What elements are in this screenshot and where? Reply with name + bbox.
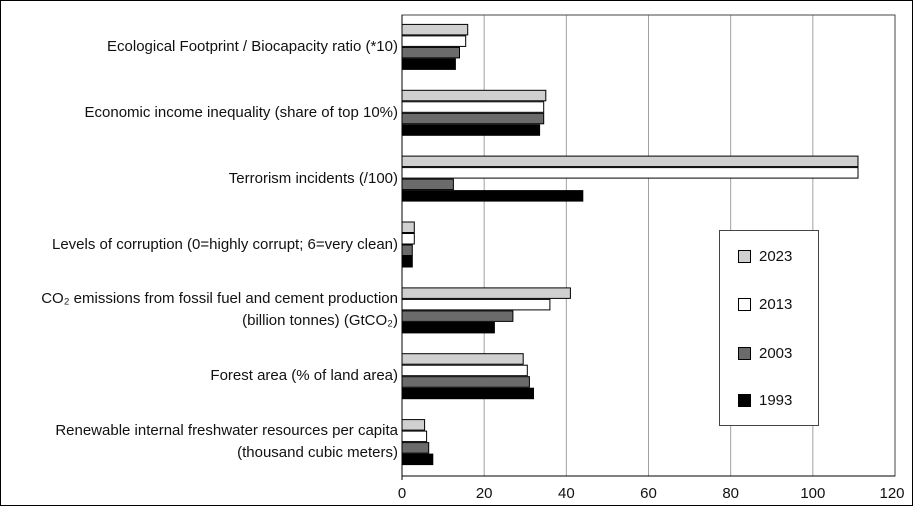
x-tick-label: 100 — [800, 485, 826, 502]
category-label: (thousand cubic meters) — [237, 444, 398, 462]
bar — [401, 23, 469, 36]
bar — [401, 167, 859, 179]
bar — [401, 310, 514, 322]
bar — [401, 233, 415, 245]
category-label: (billion tonnes) (GtCO₂) — [242, 312, 398, 330]
bar — [401, 155, 859, 168]
category-label: Ecological Footprint / Biocapacity ratio… — [107, 37, 398, 55]
bar — [401, 101, 545, 113]
category-label: Levels of corruption (0=highly corrupt; … — [51, 235, 398, 253]
bar — [401, 190, 584, 202]
bar — [401, 376, 530, 388]
bar — [401, 112, 545, 125]
bar — [401, 419, 426, 431]
legend: 2023 2013 2003 1993 — [719, 230, 819, 426]
bar — [401, 124, 541, 136]
legend-label: 1993 — [759, 391, 793, 409]
x-tick-label: 60 — [640, 485, 657, 502]
x-tick-label: 20 — [475, 485, 493, 502]
bar — [401, 321, 495, 334]
category-label: Forest area (% of land area) — [210, 367, 398, 385]
bar — [401, 453, 434, 466]
bar — [401, 364, 528, 377]
bar — [401, 35, 467, 47]
bar — [401, 244, 413, 256]
bar — [401, 89, 547, 102]
bar — [401, 430, 428, 443]
legend-swatch — [738, 346, 751, 360]
bar — [401, 46, 460, 59]
bar — [401, 221, 415, 233]
bar — [401, 442, 430, 454]
x-tick-label: 120 — [879, 485, 905, 502]
bar — [401, 298, 551, 311]
legend-swatch — [738, 297, 751, 311]
bar — [401, 287, 571, 299]
bar — [401, 353, 524, 365]
bar — [401, 178, 454, 191]
x-tick-label: 0 — [397, 485, 407, 502]
x-tick-label: 80 — [722, 485, 739, 502]
legend-swatch — [738, 249, 751, 263]
category-label: Renewable internal freshwater resources … — [55, 422, 398, 440]
legend-item: 2023 — [738, 247, 792, 265]
legend-label: 2023 — [759, 247, 793, 265]
legend-label: 2003 — [759, 344, 793, 362]
bar — [401, 256, 413, 268]
category-label: Economic income inequality (share of top… — [84, 103, 399, 121]
legend-item: 1993 — [738, 391, 792, 409]
bar — [401, 387, 534, 400]
legend-item: 2003 — [738, 344, 792, 362]
legend-label: 2013 — [759, 295, 793, 313]
category-label: Terrorism incidents (/100) — [228, 169, 398, 187]
legend-item: 2013 — [738, 295, 792, 313]
x-tick-label: 40 — [557, 485, 575, 502]
legend-swatch — [738, 393, 751, 407]
category-label: CO₂ emissions from fossil fuel and cemen… — [41, 290, 398, 308]
bar — [401, 58, 456, 70]
